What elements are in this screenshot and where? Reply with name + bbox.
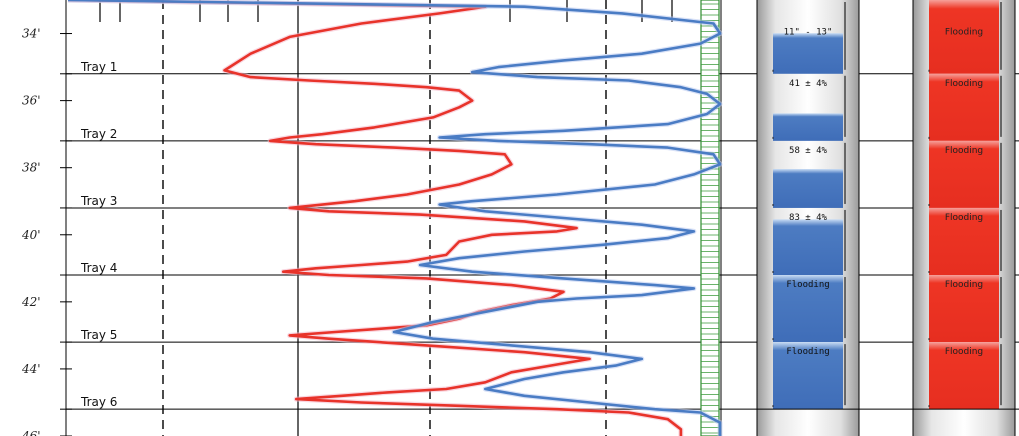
status-column-bar — [929, 207, 999, 276]
series-line — [67, 0, 722, 436]
tray-label: Tray 3 — [80, 194, 117, 208]
status-column-bar — [929, 275, 999, 343]
status-column-bar-label: Flooding — [945, 28, 983, 38]
depth-label: 44' — [21, 362, 41, 376]
level-column-bar-label: 41 ± 4% — [789, 79, 828, 89]
level-column-bar-label: Flooding — [786, 280, 829, 290]
status-column-bar — [929, 140, 999, 208]
status-column-bar — [929, 73, 999, 141]
tray-label: Tray 6 — [80, 395, 117, 409]
level-column-bar — [773, 219, 843, 276]
status-column-bar-label: Flooding — [945, 347, 983, 357]
depth-label: 34' — [22, 27, 41, 41]
depth-label: 36' — [22, 94, 41, 108]
level-column-bar — [773, 342, 843, 410]
series-halo — [67, 0, 723, 436]
status-column-bar-label: Flooding — [945, 79, 983, 89]
level-column-bar-label: 58 ± 4% — [789, 146, 828, 156]
status-column-bar-label: Flooding — [945, 280, 983, 290]
depth-label: 42' — [21, 295, 41, 309]
series-line — [67, 0, 683, 436]
level-column-bar — [773, 275, 843, 343]
tray-label: Tray 5 — [80, 328, 117, 342]
tray-label: Tray 1 — [80, 60, 117, 74]
status-column-bar-label: Flooding — [945, 213, 983, 223]
level-column-bar-label: 11" - 13" — [784, 28, 833, 38]
ladder-strip — [700, 0, 720, 436]
level-column-bar — [773, 113, 843, 141]
status-column-bar — [929, 342, 999, 410]
status-column-bar-label: Flooding — [945, 146, 983, 156]
level-column-bar — [773, 169, 843, 208]
tray-label: Tray 2 — [80, 127, 117, 141]
depth-label: 46' — [21, 429, 41, 436]
level-column-bar-label: Flooding — [786, 347, 829, 357]
status-column-bar — [929, 0, 999, 74]
tray-label: Tray 4 — [80, 261, 117, 275]
depth-label: 40' — [21, 228, 41, 242]
level-column-bar — [773, 33, 843, 74]
depth-label: 38' — [22, 161, 41, 175]
level-column-bar-label: 83 ± 4% — [789, 213, 828, 223]
